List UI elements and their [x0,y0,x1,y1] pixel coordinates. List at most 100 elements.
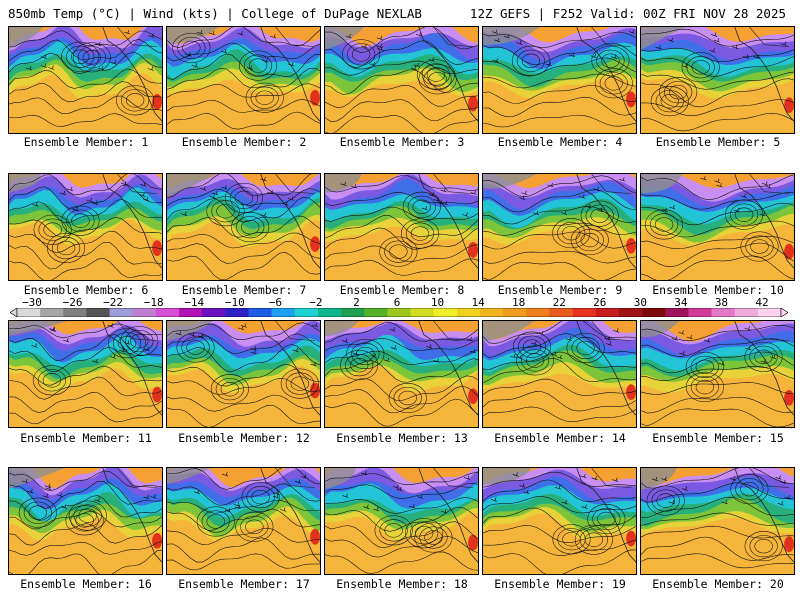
temp-band [641,224,794,280]
closed-contour [172,32,211,63]
colorbar-segment [642,308,666,317]
closed-contour [82,50,102,65]
colorbar-tick-label: −26 [62,296,83,309]
colorbar-segment [618,308,643,317]
wind-barb [361,470,368,476]
wind-barb [426,344,433,349]
closed-contour [32,365,71,396]
wind-barb [667,37,674,42]
closed-contour [740,482,759,497]
wind-barb [350,183,357,189]
height-contour [325,322,478,343]
colorbar-segment [109,308,134,317]
cold-region [167,468,211,485]
wind-barb [42,493,49,498]
warm-spot [468,534,478,551]
closed-contour [342,39,381,70]
height-contour [167,537,320,563]
closed-contour [659,77,698,108]
wind-barb [440,187,447,193]
colorbar-segment [40,308,64,317]
wind-barb [142,196,150,201]
closed-contour [75,513,94,528]
wind-barb [780,479,787,484]
wind-barb [121,181,128,186]
colorbar-segment [155,308,180,317]
temp-band [9,218,162,280]
border-line [433,174,474,194]
wind-barb [516,354,523,360]
warm-spot [626,530,636,547]
height-contour [641,191,794,210]
closed-contour [596,49,625,72]
wind-barb [396,486,403,492]
closed-contour [61,205,100,236]
closed-contour [729,203,759,226]
height-contour [483,261,636,280]
wind-barb [560,210,568,215]
closed-contour [412,199,431,214]
wind-barb [222,472,229,477]
wind-barb [181,211,188,216]
height-contour [483,539,636,556]
wind-barb [619,177,626,182]
wind-barb [383,357,390,363]
height-contour [167,111,320,130]
colorbar-segment [248,308,272,317]
header-valid-time: 12Z GEFS | F252 Valid: 00Z FRI NOV 28 20… [469,6,786,21]
border-line [433,27,474,47]
colorbar-tick-label: 30 [633,296,647,309]
wind-barb [762,181,769,186]
wind-barb [441,200,448,206]
closed-contour [37,369,67,392]
colorbar-segment [757,308,782,317]
wind-barb [714,178,721,183]
height-contour [483,175,636,198]
wind-barb [209,30,216,36]
wind-barb [233,502,240,507]
wind-barb [294,479,302,484]
wind-barb [585,204,592,209]
border-line [749,321,790,341]
height-contour [9,346,162,372]
header-title: 850mb Temp (°C) | Wind (kts) | College o… [8,6,422,21]
closed-contour [250,86,279,109]
closed-contour [71,49,90,64]
closed-contour [517,335,547,358]
closed-contour [231,212,270,243]
border-line [117,174,158,194]
wind-barb [519,483,526,488]
wind-barb [390,345,397,350]
closed-contour [71,213,90,228]
height-contour [325,244,478,263]
closed-contour [695,379,715,395]
wind-barb [175,331,182,336]
closed-contour [585,204,614,227]
closed-contour [735,478,764,501]
height-contour [325,115,478,133]
colorbar-segment [549,308,573,317]
wind-barb [107,323,114,328]
colorbar-segment [665,308,689,317]
closed-contour [649,213,679,236]
closed-contour [107,328,146,359]
ensemble-member-label: Ensemble Member: 5 [655,135,781,149]
wind-barb [48,65,55,70]
closed-contour [575,228,604,252]
wind-barb [22,478,29,484]
ensemble-panel-map [482,26,637,134]
coastline [418,321,478,416]
wind-barb [744,326,751,331]
closed-contour [405,222,435,245]
closed-contour [66,209,95,232]
height-contour [167,343,320,372]
height-contour [641,235,794,250]
wind-barb [311,322,318,328]
height-contour [325,258,478,276]
height-contour [9,549,162,574]
cold-region [325,321,359,337]
temp-band [483,373,636,427]
wind-barb [98,65,105,71]
temp-band [167,515,320,574]
wind-barb [433,358,440,363]
